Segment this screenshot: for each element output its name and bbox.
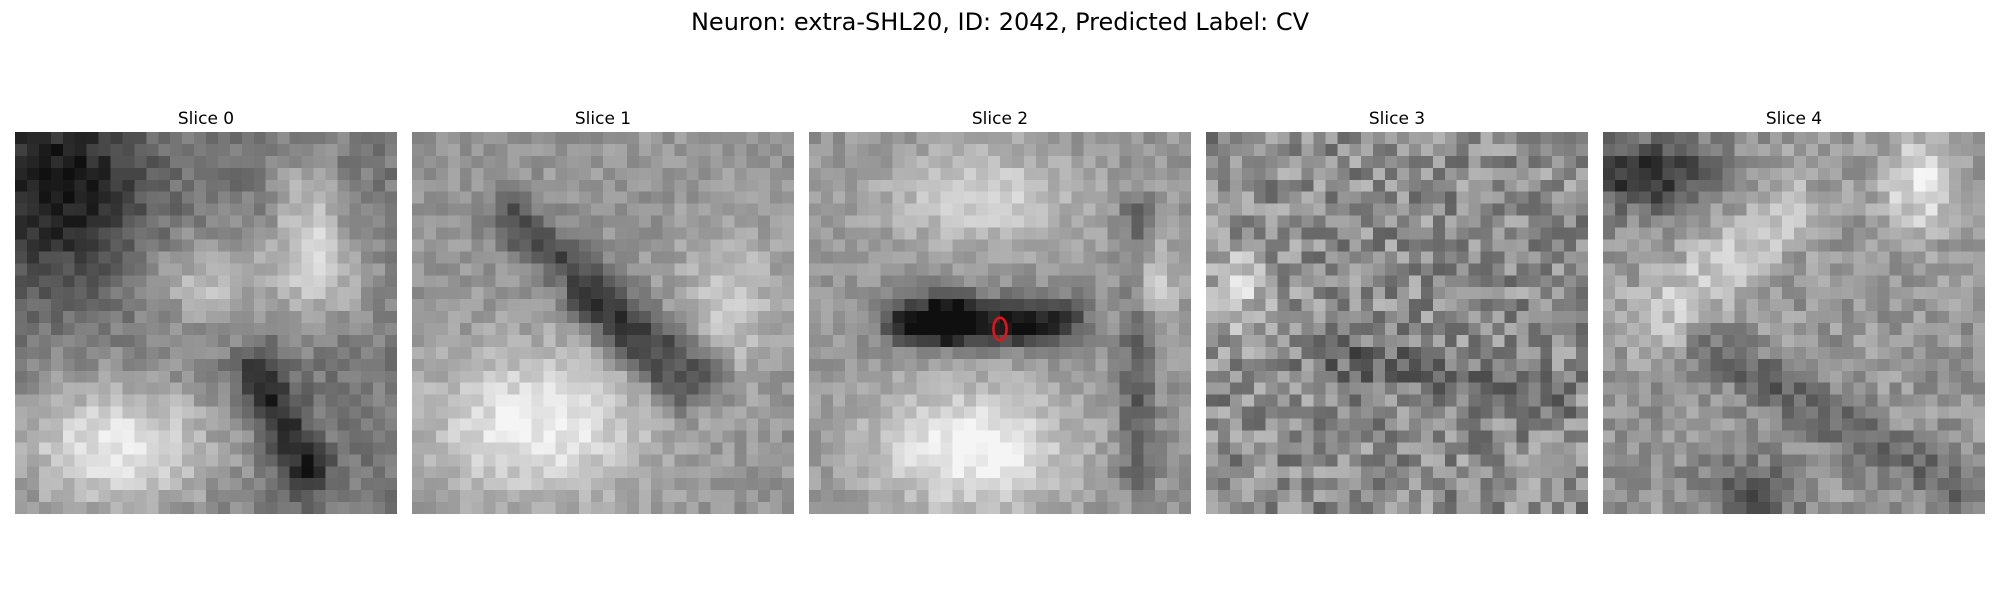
slice-image-3 (1206, 132, 1588, 514)
slice-image-2 (809, 132, 1191, 514)
slice-panel-1: Slice 1 (412, 108, 794, 514)
slice-image-1 (412, 132, 794, 514)
slice-title-0: Slice 0 (177, 109, 235, 129)
slice-title-3: Slice 3 (1368, 109, 1426, 129)
figure-title: Neuron: extra-SHL20, ID: 2042, Predicted… (690, 8, 1310, 36)
slice-panel-4: Slice 4 (1603, 108, 1985, 514)
slice-image-0 (15, 132, 397, 514)
neuron-marker-ellipse (992, 316, 1008, 342)
slice-image-4 (1603, 132, 1985, 514)
slice-title-1: Slice 1 (574, 109, 632, 129)
slice-panel-0: Slice 0 (15, 108, 397, 514)
slice-title-4: Slice 4 (1765, 109, 1823, 129)
slice-panel-2: Slice 2 (809, 108, 1191, 514)
slice-title-2: Slice 2 (971, 109, 1029, 129)
slice-panel-3: Slice 3 (1206, 108, 1588, 514)
